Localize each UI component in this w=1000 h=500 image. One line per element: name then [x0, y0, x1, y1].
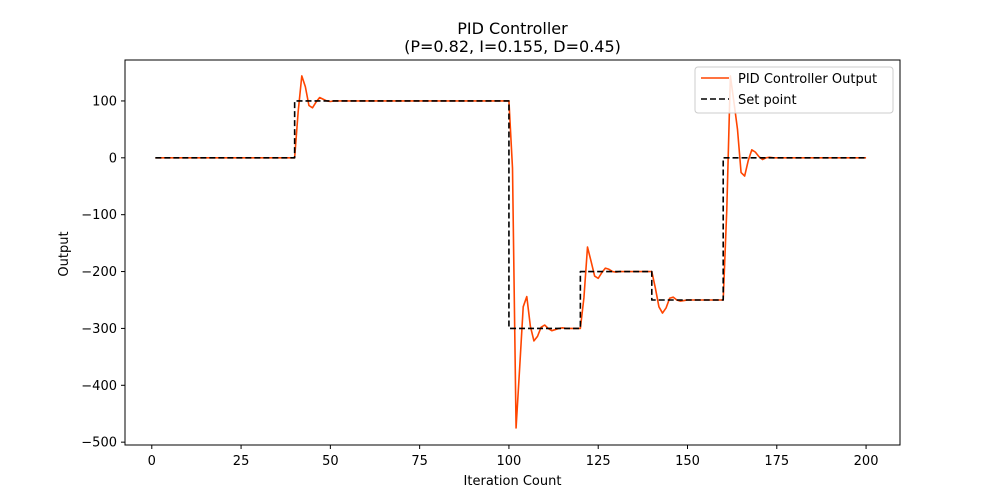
- plot-frame: [124, 59, 901, 446]
- series-line-pid-output: [155, 75, 867, 429]
- legend: PID Controller Output Set point: [694, 66, 894, 114]
- x-tick-label: 100: [497, 454, 522, 469]
- y-tick-label: −500: [81, 436, 117, 451]
- x-tick-label: 0: [148, 454, 156, 469]
- y-tick-label: −300: [81, 322, 117, 337]
- x-axis-label: Iteration Count: [464, 474, 562, 489]
- x-tick-label: 25: [233, 454, 250, 469]
- y-tick-label: 0: [109, 151, 117, 166]
- y-tick-label: −100: [81, 208, 117, 223]
- x-tick-label: 150: [675, 454, 700, 469]
- chart-subtitle: (P=0.82, I=0.155, D=0.45): [404, 37, 621, 56]
- x-tick-label: 200: [854, 454, 879, 469]
- chart-title: PID Controller: [457, 19, 568, 38]
- legend-label-set-point: Set point: [738, 93, 797, 108]
- x-axis: 0 25 50 75 100 125 150 175 200: [148, 445, 879, 469]
- x-tick-label: 125: [586, 454, 611, 469]
- y-axis-label: Output: [57, 231, 72, 276]
- plot-area: [155, 75, 867, 429]
- y-tick-label: −200: [81, 265, 117, 280]
- x-tick-label: 75: [411, 454, 428, 469]
- legend-box: [694, 66, 894, 114]
- x-tick-label: 50: [322, 454, 339, 469]
- legend-label-pid-output: PID Controller Output: [738, 72, 877, 87]
- x-tick-label: 175: [764, 454, 789, 469]
- y-tick-label: 100: [92, 94, 117, 109]
- y-axis: −500 −400 −300 −200 −100 0 100: [81, 94, 125, 451]
- y-tick-label: −400: [81, 379, 117, 394]
